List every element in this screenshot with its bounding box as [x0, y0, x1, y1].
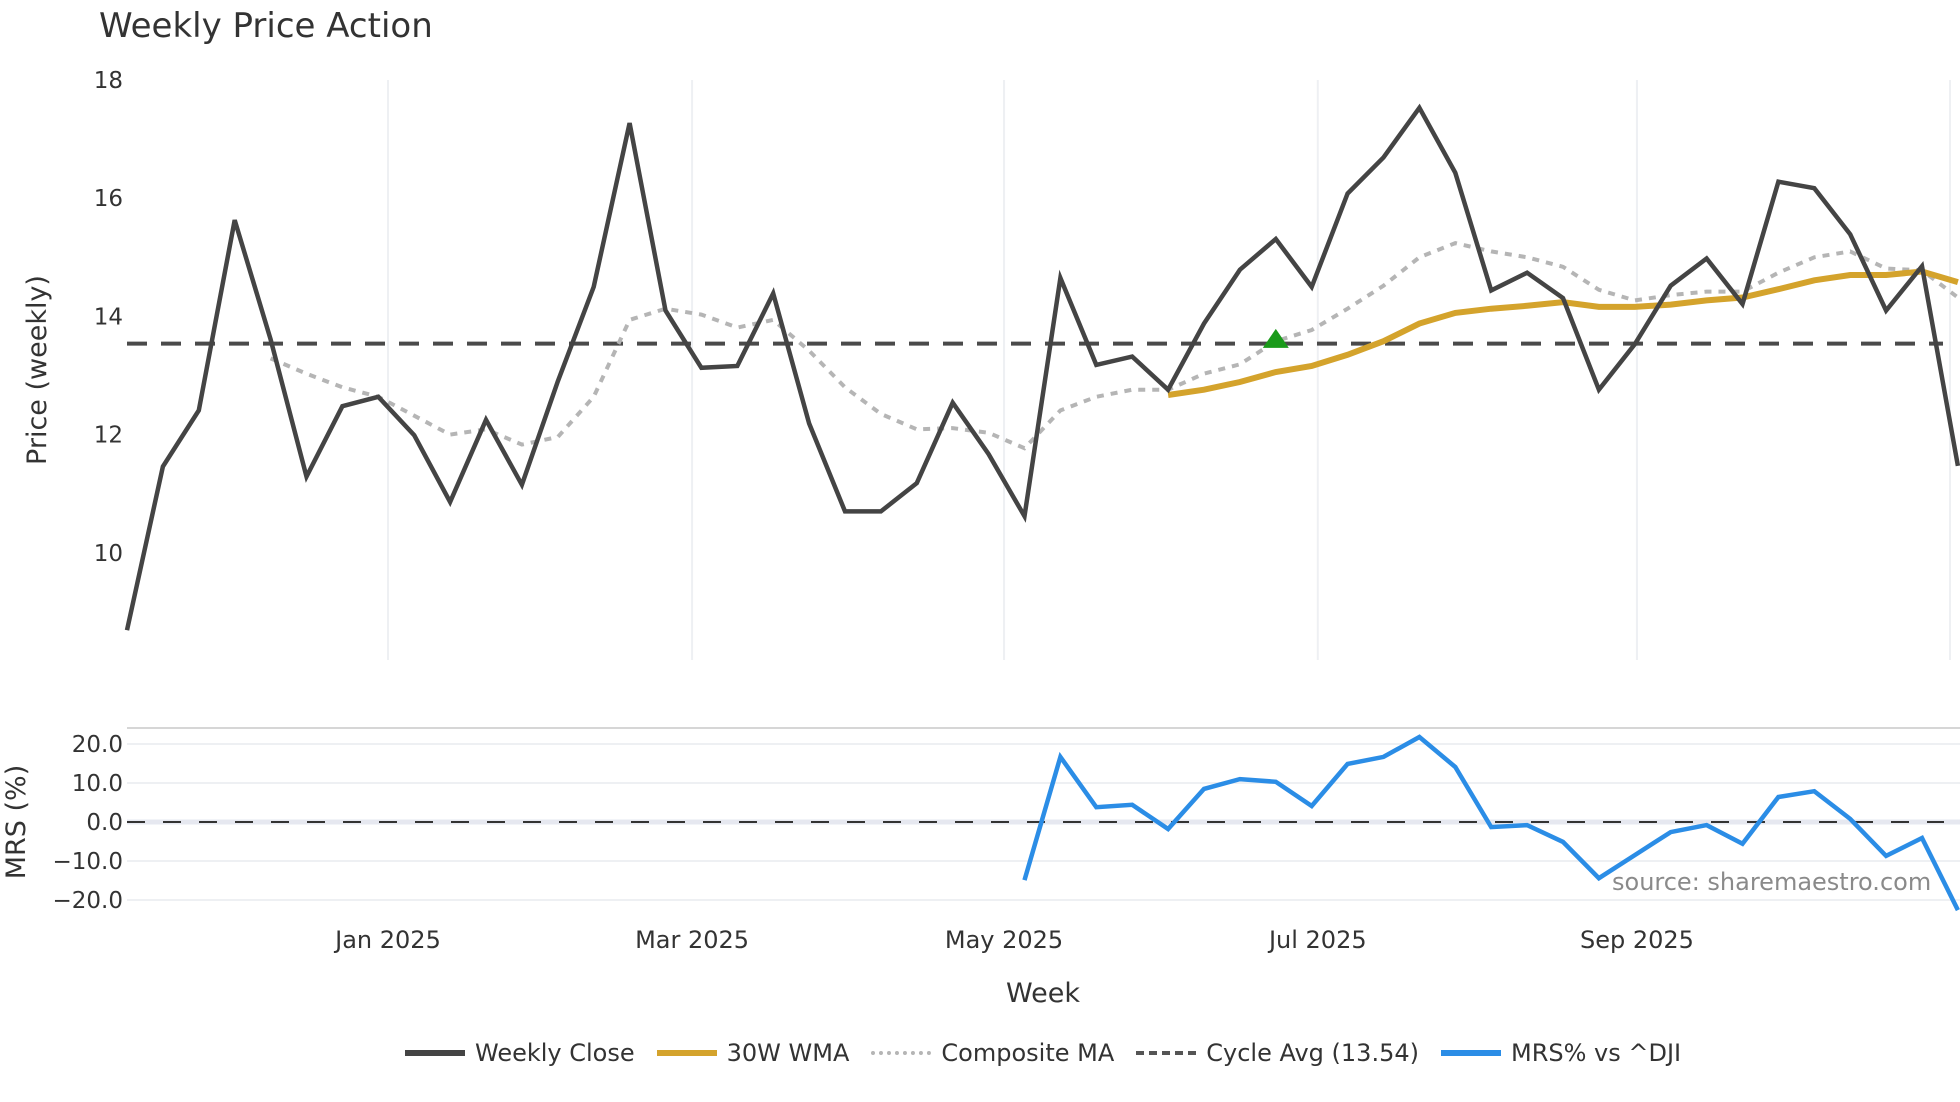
mrs-tick-label: 0.0 — [86, 810, 123, 836]
legend-label: Weekly Close — [475, 1039, 635, 1067]
legend-label: Cycle Avg (13.54) — [1206, 1039, 1419, 1067]
x-axis-title: Week — [1006, 978, 1080, 1009]
triangle-up-icon — [1262, 328, 1289, 348]
x-axis-ticks: Jan 2025 Mar 2025 May 2025 Jul 2025 Sep 2025 — [333, 926, 1694, 954]
price-y-axis-title: Price (weekly) — [22, 275, 53, 465]
dashed-line-swatch-icon — [1136, 1051, 1197, 1055]
mrs-plot-gridlines — [127, 727, 1960, 901]
solid-line-swatch-icon — [405, 1050, 465, 1056]
wma-path — [1167, 268, 1959, 398]
wma-30w-line — [1167, 268, 1959, 398]
price-tick-label: 16 — [94, 186, 123, 212]
weekly-close-path — [124, 103, 1960, 631]
solid-line-swatch-icon — [656, 1050, 717, 1056]
price-tick-label: 10 — [94, 541, 123, 567]
mrs-y-axis-ticks: 20.0 10.0 0.0 −10.0 −20.0 — [53, 732, 123, 914]
dotted-line-swatch-icon — [871, 1051, 932, 1055]
mrs-tick-label: 20.0 — [72, 732, 123, 758]
price-tick-label: 12 — [94, 423, 123, 449]
chart-title: Weekly Price Action — [99, 6, 433, 46]
legend-item-composite-ma[interactable]: Composite MA — [871, 1039, 1114, 1067]
solid-line-swatch-icon — [1440, 1050, 1501, 1056]
legend-item-mrs[interactable]: MRS% vs ^DJI — [1440, 1039, 1682, 1067]
mrs-tick-label: 10.0 — [72, 771, 123, 797]
composite-ma-path — [269, 241, 1960, 451]
price-tick-label: 18 — [94, 68, 123, 94]
price-y-axis-ticks: 10 12 14 16 18 — [94, 68, 123, 567]
mrs-path — [1022, 734, 1960, 912]
source-note: source: sharemaestro.com — [1612, 868, 1931, 896]
legend-label: 30W WMA — [726, 1039, 850, 1067]
legend-label: MRS% vs ^DJI — [1510, 1039, 1682, 1067]
x-tick-label: Mar 2025 — [635, 926, 749, 954]
x-tick-label: Jan 2025 — [333, 926, 441, 954]
legend-item-weekly-close[interactable]: Weekly Close — [405, 1039, 635, 1067]
buy-signal-triangle-icon — [1262, 328, 1289, 348]
legend-label: Composite MA — [941, 1039, 1115, 1067]
legend-item-cycle-avg[interactable]: Cycle Avg (13.54) — [1136, 1039, 1419, 1067]
composite-ma-line — [269, 241, 1960, 451]
legend-item-30w-wma[interactable]: 30W WMA — [656, 1039, 850, 1067]
mrs-tick-label: −20.0 — [53, 888, 123, 914]
main-plot-gridlines — [386, 80, 1952, 660]
mrs-tick-label: −10.0 — [53, 849, 123, 875]
price-tick-label: 14 — [94, 304, 123, 330]
mrs-line — [1022, 734, 1960, 912]
mrs-y-axis-title: MRS (%) — [1, 765, 32, 880]
x-tick-label: Sep 2025 — [1580, 926, 1694, 954]
weekly-close-line — [124, 103, 1960, 631]
x-tick-label: Jul 2025 — [1267, 926, 1367, 954]
x-tick-label: May 2025 — [945, 926, 1063, 954]
legend: Weekly Close 30W WMA Composite MA Cycle … — [405, 1036, 1703, 1070]
